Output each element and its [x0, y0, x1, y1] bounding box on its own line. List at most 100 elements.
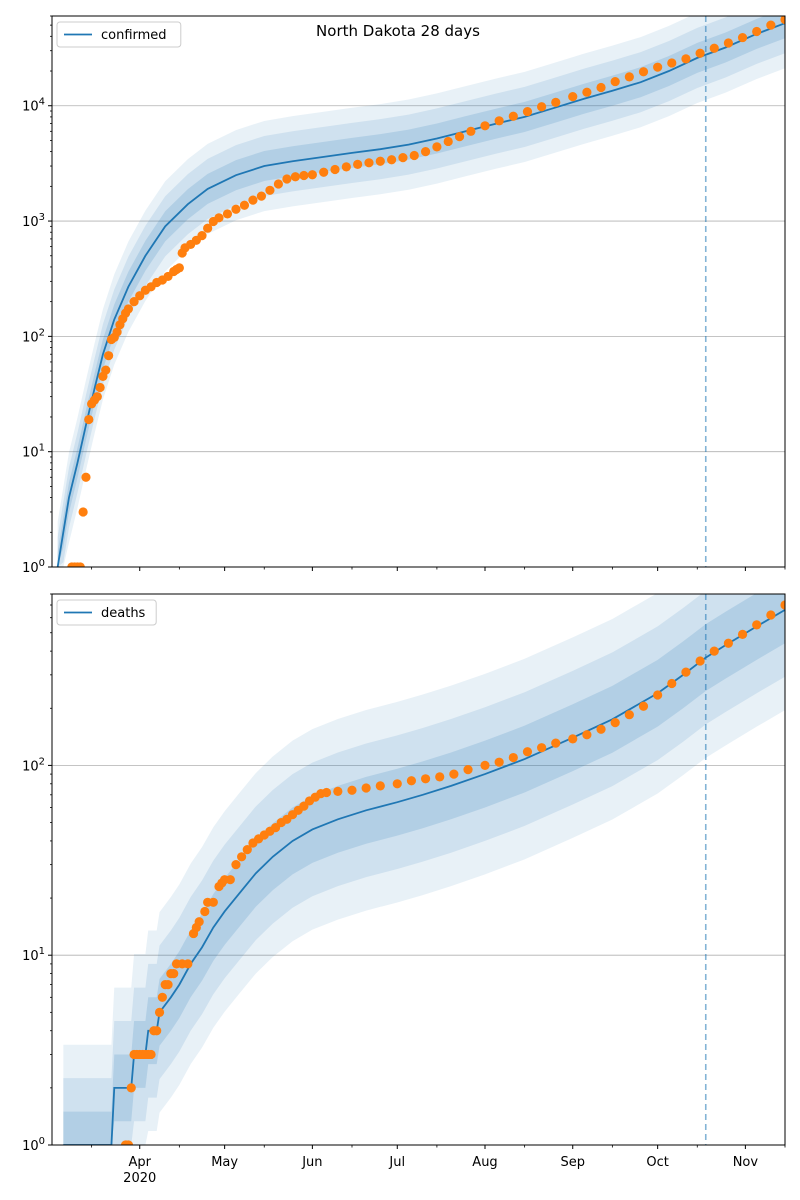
observed-point — [248, 195, 258, 205]
observed-point — [273, 179, 284, 189]
y-tick-label: 101 — [22, 443, 45, 461]
observed-point — [432, 142, 442, 152]
observed-point — [522, 747, 533, 757]
observed-point — [104, 351, 114, 361]
observed-point — [449, 769, 459, 779]
observed-point — [256, 191, 267, 201]
observed-point — [480, 760, 490, 771]
observed-point — [299, 170, 309, 181]
observed-point — [752, 620, 762, 630]
observed-point — [582, 87, 592, 97]
observed-point — [353, 159, 363, 169]
y-tick-label: 100 — [22, 1136, 45, 1154]
observed-point — [610, 718, 620, 728]
observed-point — [624, 710, 634, 720]
x-tick-label: May — [211, 1155, 238, 1170]
model-series-line — [56, 22, 785, 567]
x-tick-label: Nov — [733, 1155, 759, 1170]
observed-point — [330, 164, 340, 175]
observed-point — [480, 121, 490, 131]
observed-point — [638, 67, 649, 77]
observed-point — [239, 200, 250, 210]
observed-point — [695, 48, 705, 58]
observed-point — [653, 62, 663, 72]
observed-point — [225, 875, 235, 885]
y-tick-label: 103 — [22, 212, 45, 230]
observed-point — [409, 150, 419, 161]
observed-point — [568, 734, 578, 744]
observed-point — [208, 897, 218, 907]
observed-point — [387, 155, 397, 165]
x-tick-label: Sep — [560, 1155, 585, 1170]
observed-point — [222, 209, 233, 219]
x-tick-label: Apr — [128, 1155, 151, 1170]
legend: confirmed — [56, 21, 182, 48]
x-tick-label: Jun — [301, 1155, 322, 1170]
observed-point — [75, 562, 85, 567]
legend: deaths — [56, 599, 157, 626]
observed-point — [237, 852, 247, 862]
observed-point — [435, 772, 445, 782]
observed-point — [341, 162, 351, 172]
observed-point — [494, 116, 504, 126]
observed-point — [200, 906, 210, 917]
observed-point — [737, 32, 748, 43]
observed-point — [78, 507, 88, 517]
observed-point — [624, 72, 634, 82]
observed-point — [319, 167, 329, 177]
legend-box — [56, 599, 157, 626]
observed-point — [123, 1140, 134, 1145]
observed-point — [135, 291, 145, 301]
observed-point — [81, 472, 91, 482]
observed-point — [112, 327, 122, 337]
observed-point — [443, 136, 453, 147]
observed-point — [214, 213, 224, 223]
legend-box — [56, 21, 182, 48]
observed-point — [242, 845, 252, 855]
observed-point — [551, 97, 561, 107]
observed-point — [681, 667, 691, 677]
observed-point — [681, 54, 691, 64]
observed-point — [333, 786, 343, 796]
y-tick-label: 101 — [22, 946, 45, 964]
observed-point — [780, 600, 785, 610]
observed-point — [766, 610, 776, 620]
x-tick-sublabel: 2020 — [123, 1171, 156, 1186]
observed-point — [123, 304, 134, 314]
observed-point — [709, 43, 719, 53]
observed-point — [183, 959, 193, 969]
observed-point — [169, 968, 179, 979]
observed-point — [780, 16, 785, 25]
x-tick-label: Oct — [646, 1155, 668, 1170]
observed-point — [723, 38, 733, 48]
observed-point — [406, 776, 417, 786]
observed-point — [398, 152, 408, 163]
observed-point — [568, 92, 578, 102]
plot-area — [63, 594, 785, 1145]
observed-point — [752, 26, 762, 37]
observed-point — [522, 106, 533, 117]
plot-area — [56, 16, 785, 567]
legend-label: confirmed — [101, 28, 167, 43]
observed-point — [508, 111, 518, 121]
observed-point — [737, 629, 748, 640]
observed-point — [596, 82, 606, 93]
observed-point — [290, 172, 300, 182]
observed-point — [420, 147, 431, 157]
observed-point — [653, 690, 663, 700]
x-tick-label: Jul — [388, 1155, 405, 1170]
observed-point — [126, 1083, 136, 1093]
uncertainty-band — [57, 16, 785, 567]
y-tick-label: 100 — [22, 558, 45, 576]
observed-point — [537, 102, 547, 112]
observed-point — [101, 365, 111, 375]
y-tick-label: 102 — [22, 327, 45, 345]
confirmed-chart-panel: 100 101 102 103 104 confirmed — [22, 15, 786, 576]
observed-point — [84, 414, 94, 425]
observed-point — [582, 730, 592, 740]
observed-point — [466, 126, 476, 136]
uncertainty-band — [57, 16, 785, 567]
observed-point — [766, 20, 776, 30]
observed-point — [231, 860, 241, 870]
observed-point — [454, 131, 465, 142]
